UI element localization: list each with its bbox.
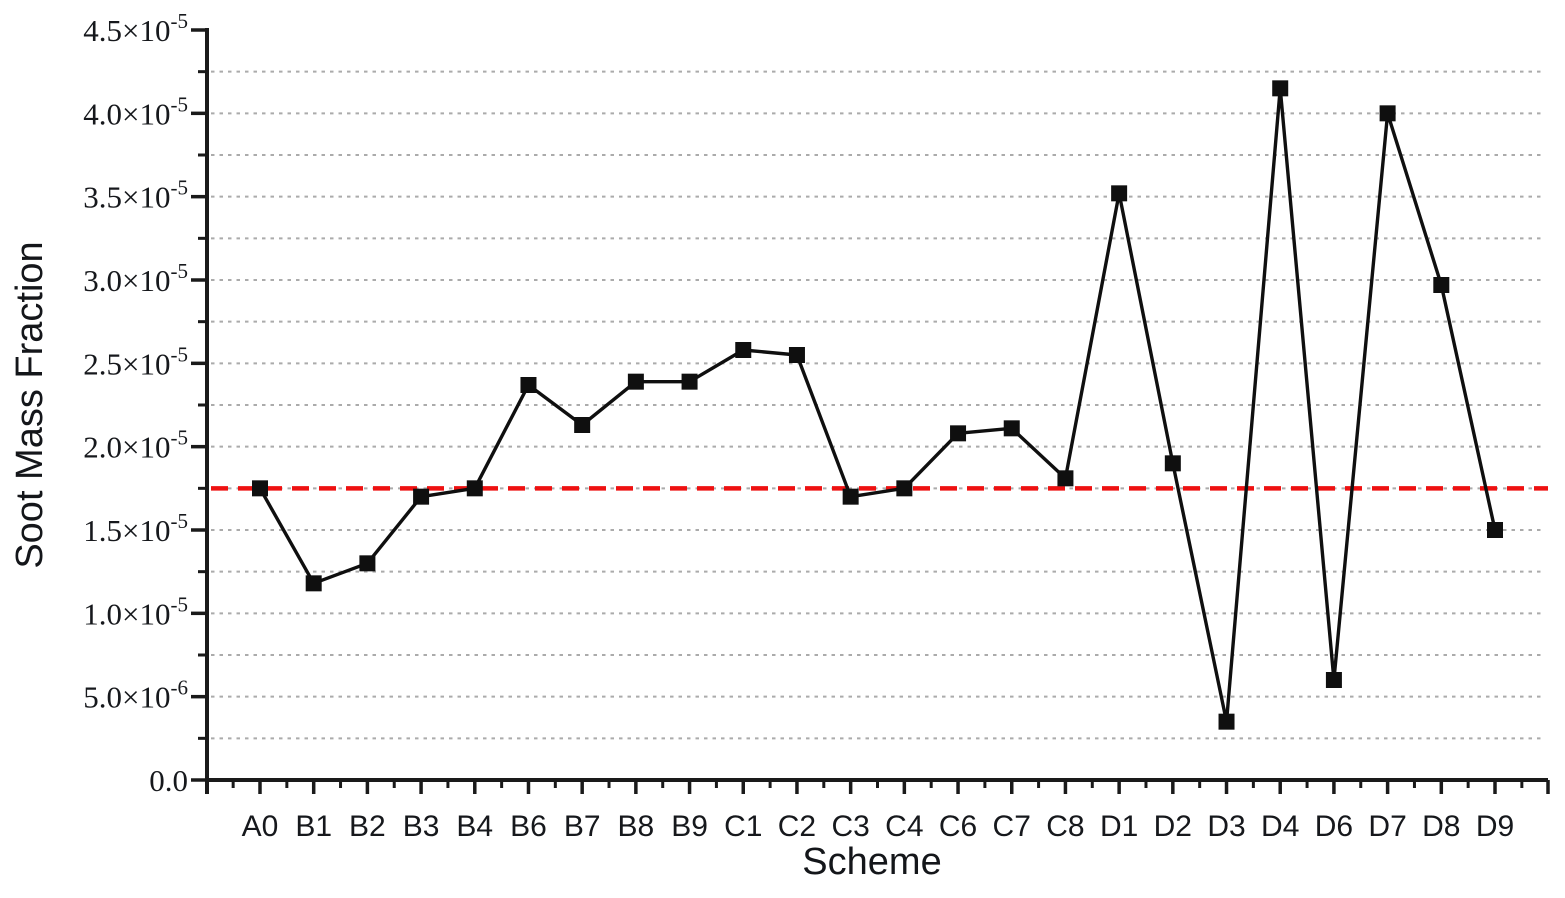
data-point-d8 <box>1433 277 1450 293</box>
data-point-d7 <box>1379 105 1396 122</box>
y-tick-label: 4.5×10-5 <box>83 9 188 48</box>
y-tick-label: 3.5×10-5 <box>83 176 188 215</box>
x-tick-label: D3 <box>1207 810 1245 843</box>
data-series <box>258 86 1497 724</box>
x-tick-label: D9 <box>1476 810 1514 843</box>
data-point-c3 <box>842 488 859 505</box>
data-point-c8 <box>1057 470 1074 487</box>
x-tick-label: B2 <box>349 810 386 843</box>
x-tick-label: B3 <box>403 810 440 843</box>
y-axis-title: Soot Mass Fraction <box>9 241 51 568</box>
axis-ticks <box>191 28 1550 794</box>
data-point-c4 <box>896 480 913 497</box>
gridlines <box>211 70 1545 740</box>
data-point-b8 <box>627 373 644 390</box>
y-tick-label: 2.0×10-5 <box>83 426 188 465</box>
data-point-b3 <box>413 488 430 505</box>
x-tick-labels: A0 B1 B2 B3 B4 B6 B7 B8 B9 C1 C2 C3 C4 C6 C7 C8 D1 D2 D3 D4… <box>242 810 1515 843</box>
series-line <box>258 86 1497 724</box>
x-tick-label: D7 <box>1368 810 1406 843</box>
data-point-c7 <box>1003 420 1020 437</box>
y-tick-label: 5.0×10-6 <box>83 676 188 715</box>
y-tick-labels: 0.0 5.0×10-6 1.0×10-5 1.5×10-5 2.0×10-5 2.5×1… <box>83 9 188 798</box>
x-tick-label: B4 <box>456 810 493 843</box>
data-point-b6 <box>520 377 537 393</box>
data-point-b4 <box>466 480 483 497</box>
data-point-d4 <box>1272 80 1289 97</box>
data-point-d3 <box>1218 713 1235 730</box>
x-tick-label: D8 <box>1422 810 1460 843</box>
x-tick-label: D1 <box>1100 810 1138 843</box>
x-tick-label: C2 <box>778 810 816 843</box>
x-axis-title: Scheme <box>802 841 941 883</box>
x-tick-label: D6 <box>1315 810 1353 843</box>
data-point-d9 <box>1487 522 1503 538</box>
y-tick-label: 2.5×10-5 <box>83 342 188 381</box>
x-tick-label: B1 <box>295 810 332 843</box>
x-tick-label: C3 <box>831 810 869 843</box>
x-tick-label: B7 <box>564 810 601 843</box>
y-tick-label: 1.0×10-5 <box>83 592 188 631</box>
data-point-b1 <box>305 575 322 592</box>
data-point-c2 <box>788 347 805 363</box>
data-point-c1 <box>735 342 752 358</box>
x-tick-label: B6 <box>510 810 547 843</box>
x-tick-label: C6 <box>939 810 977 843</box>
x-tick-label: B8 <box>618 810 655 843</box>
y-tick-label: 4.0×10-5 <box>83 92 188 131</box>
data-point-d1 <box>1111 185 1128 202</box>
data-point-c6 <box>950 425 967 442</box>
x-tick-label: C1 <box>724 810 762 843</box>
y-tick-label: 0.0 <box>149 763 188 798</box>
data-point-b2 <box>359 555 376 572</box>
x-tick-label: D4 <box>1261 810 1299 843</box>
y-tick-label: 3.0×10-5 <box>83 259 188 298</box>
data-point-d6 <box>1325 672 1342 688</box>
data-point-b9 <box>681 373 698 390</box>
data-point-d2 <box>1164 455 1181 472</box>
x-tick-label: B9 <box>671 810 708 843</box>
axes <box>205 28 1548 794</box>
data-point-a0 <box>252 480 268 497</box>
data-markers <box>252 80 1503 730</box>
x-tick-label: C7 <box>993 810 1031 843</box>
x-tick-label: A0 <box>242 810 279 843</box>
y-tick-label: 1.5×10-5 <box>83 509 188 548</box>
data-point-b7 <box>574 417 591 433</box>
x-tick-label: C8 <box>1046 810 1084 843</box>
x-tick-label: D2 <box>1154 810 1192 843</box>
x-tick-label: C4 <box>885 810 923 843</box>
